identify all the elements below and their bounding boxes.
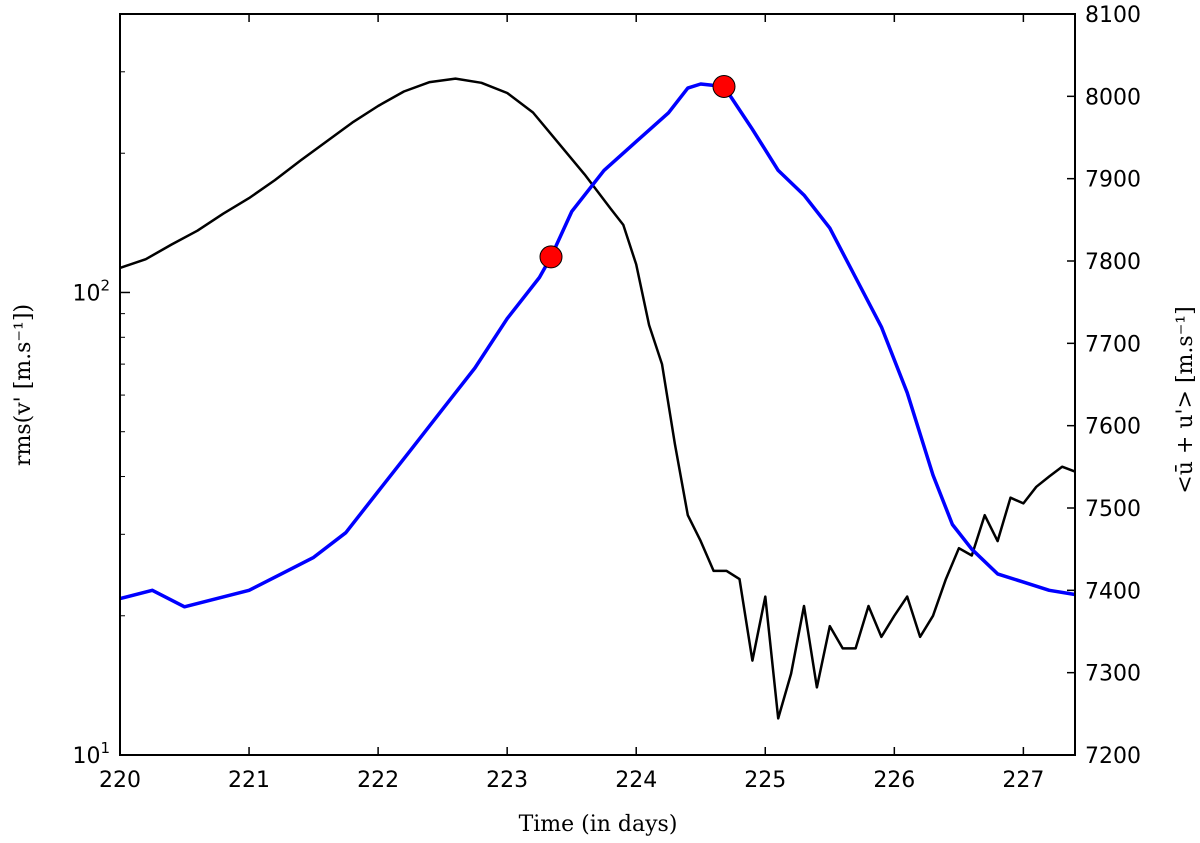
right-tick-label: 7200 (1085, 744, 1141, 769)
x-tick-label: 225 (744, 768, 786, 793)
plot-frame (119, 13, 1076, 756)
x-tick-label: 226 (873, 768, 915, 793)
series-layer (119, 77, 1076, 720)
left-tick-exponent: 2 (100, 276, 110, 294)
x-tick-label: 222 (357, 768, 399, 793)
x-tick-label: 221 (228, 768, 270, 793)
right-y-axis: 7200 7300 7400 7500 7600 7700 7800 7900 8000 8100 (1067, 3, 1141, 769)
left-tick-base: 10 (72, 744, 100, 769)
right-tick-label: 7900 (1085, 168, 1141, 193)
right-y-axis-label: <ū + u'> [m.s⁻¹] (1173, 306, 1198, 493)
right-tick-label: 8100 (1085, 3, 1141, 28)
left-tick-label: 101 (72, 739, 110, 769)
x-axis-label: Time (in days) (519, 812, 678, 837)
right-tick-label: 8000 (1085, 85, 1141, 110)
right-tick-label: 7800 (1085, 250, 1141, 275)
x-tick-label: 220 (99, 768, 141, 793)
highlight-marker-0 (539, 245, 563, 269)
right-tick-label: 7500 (1085, 497, 1141, 522)
x-axis: 220 221 222 223 224 225 226 227 (99, 14, 1044, 793)
x-tick-label: 223 (486, 768, 528, 793)
marker-layer (539, 75, 736, 269)
series-line-1 (119, 82, 1076, 609)
x-tick-label: 227 (1002, 768, 1044, 793)
left-y-axis-label: rms(v' [m.s⁻¹]) (11, 304, 36, 466)
right-tick-label: 7400 (1085, 579, 1141, 604)
right-tick-label: 7600 (1085, 415, 1141, 440)
right-tick-label: 7700 (1085, 332, 1141, 357)
highlight-marker-1 (712, 75, 736, 98)
plot-background (120, 14, 1075, 755)
x-tick-label: 224 (615, 768, 657, 793)
right-tick-label: 7300 (1085, 662, 1141, 687)
series-line-0 (119, 77, 1076, 720)
left-tick-base: 10 (72, 281, 100, 306)
left-tick-label: 102 (72, 276, 110, 306)
left-tick-exponent: 1 (100, 739, 110, 757)
